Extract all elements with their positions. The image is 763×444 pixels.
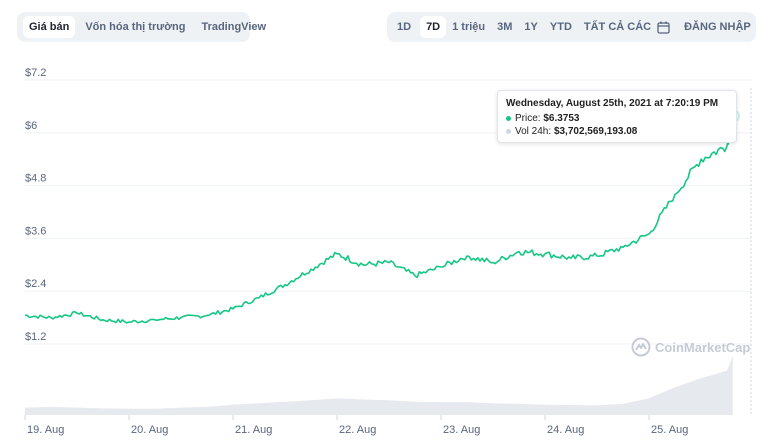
y-tick-label: $6 [25,120,37,132]
x-tick-label: 21. Aug [235,424,272,436]
x-tick-label: 19. Aug [27,424,64,436]
x-tick-label: 23. Aug [443,424,480,436]
tooltip-volume-value: $3,702,569,193.08 [553,126,638,137]
range-7d-button[interactable]: 7D [420,16,447,38]
watermark-text: CoinMarketCap [655,339,751,355]
y-axis-labels: $7.2 $6 $4.8 $3.6 $2.4 $1.2 [25,67,46,343]
y-tick-label: $3.6 [25,225,46,237]
y-tick-label: $2.4 [25,278,46,290]
x-tick-label: 25. Aug [651,424,688,436]
range-ytd-button[interactable]: YTD [549,21,572,33]
tooltip-price-row: Price: $6.3753 [506,112,728,125]
y-tick-label: $1.2 [25,331,46,343]
y-tick-label: $4.8 [25,173,46,185]
range-1y-button[interactable]: 1Y [524,21,538,33]
calendar-icon-glyph [657,21,670,34]
chart-grid [25,79,752,345]
tooltip-date: Wednesday, August 25th, 2021 at 7:20:19 … [506,98,719,109]
x-tick-label: 22. Aug [339,424,376,436]
volume-dot-icon [506,128,511,134]
tab-market-cap[interactable]: Vốn hóa thị trường [85,21,186,33]
volume-area-group [25,356,733,415]
tooltip-price-value: $6.3753 [543,113,580,124]
y-tick-label: $7.2 [25,67,46,79]
x-tick-label: 20. Aug [131,424,168,436]
range-selector: 1D 7D 1 triệu 3M 1Y YTD TẤT CẢ CÁC ĐĂNG … [387,12,756,42]
chart-mode-toggle: Giá bán Vốn hóa thị trường TradingView [17,12,266,42]
tooltip-volume-label: Vol 24h: [515,126,552,137]
price-line [24,113,734,324]
range-3m-button[interactable]: 3M [497,21,513,33]
price-tooltip: Wednesday, August 25th, 2021 at 7:20:19 … [497,90,737,143]
coinmarketcap-logo-icon [631,337,651,357]
login-button[interactable]: ĐĂNG NHẬP [684,21,751,33]
range-1d-button[interactable]: 1D [397,21,412,33]
volume-area [25,356,733,415]
calendar-icon[interactable] [657,16,670,38]
tooltip-volume-row: Vol 24h: $3,702,569,193.08 [506,125,728,138]
range-1m-button[interactable]: 1 triệu [452,21,486,33]
price-dot-icon [506,115,511,121]
tooltip-price-label: Price: [515,113,541,124]
x-tick-label: 24. Aug [547,424,584,436]
tab-price[interactable]: Giá bán [23,16,76,38]
x-axis-labels: 19. Aug 20. Aug 21. Aug 22. Aug 23. Aug 24. A… [27,424,688,436]
tab-tradingview[interactable]: TradingView [201,21,267,33]
range-all-button[interactable]: TẤT CẢ CÁC [583,21,652,33]
x-axis-ticks [24,415,650,420]
coinmarketcap-watermark: CoinMarketCap [631,337,750,357]
price-line-group [24,113,734,324]
